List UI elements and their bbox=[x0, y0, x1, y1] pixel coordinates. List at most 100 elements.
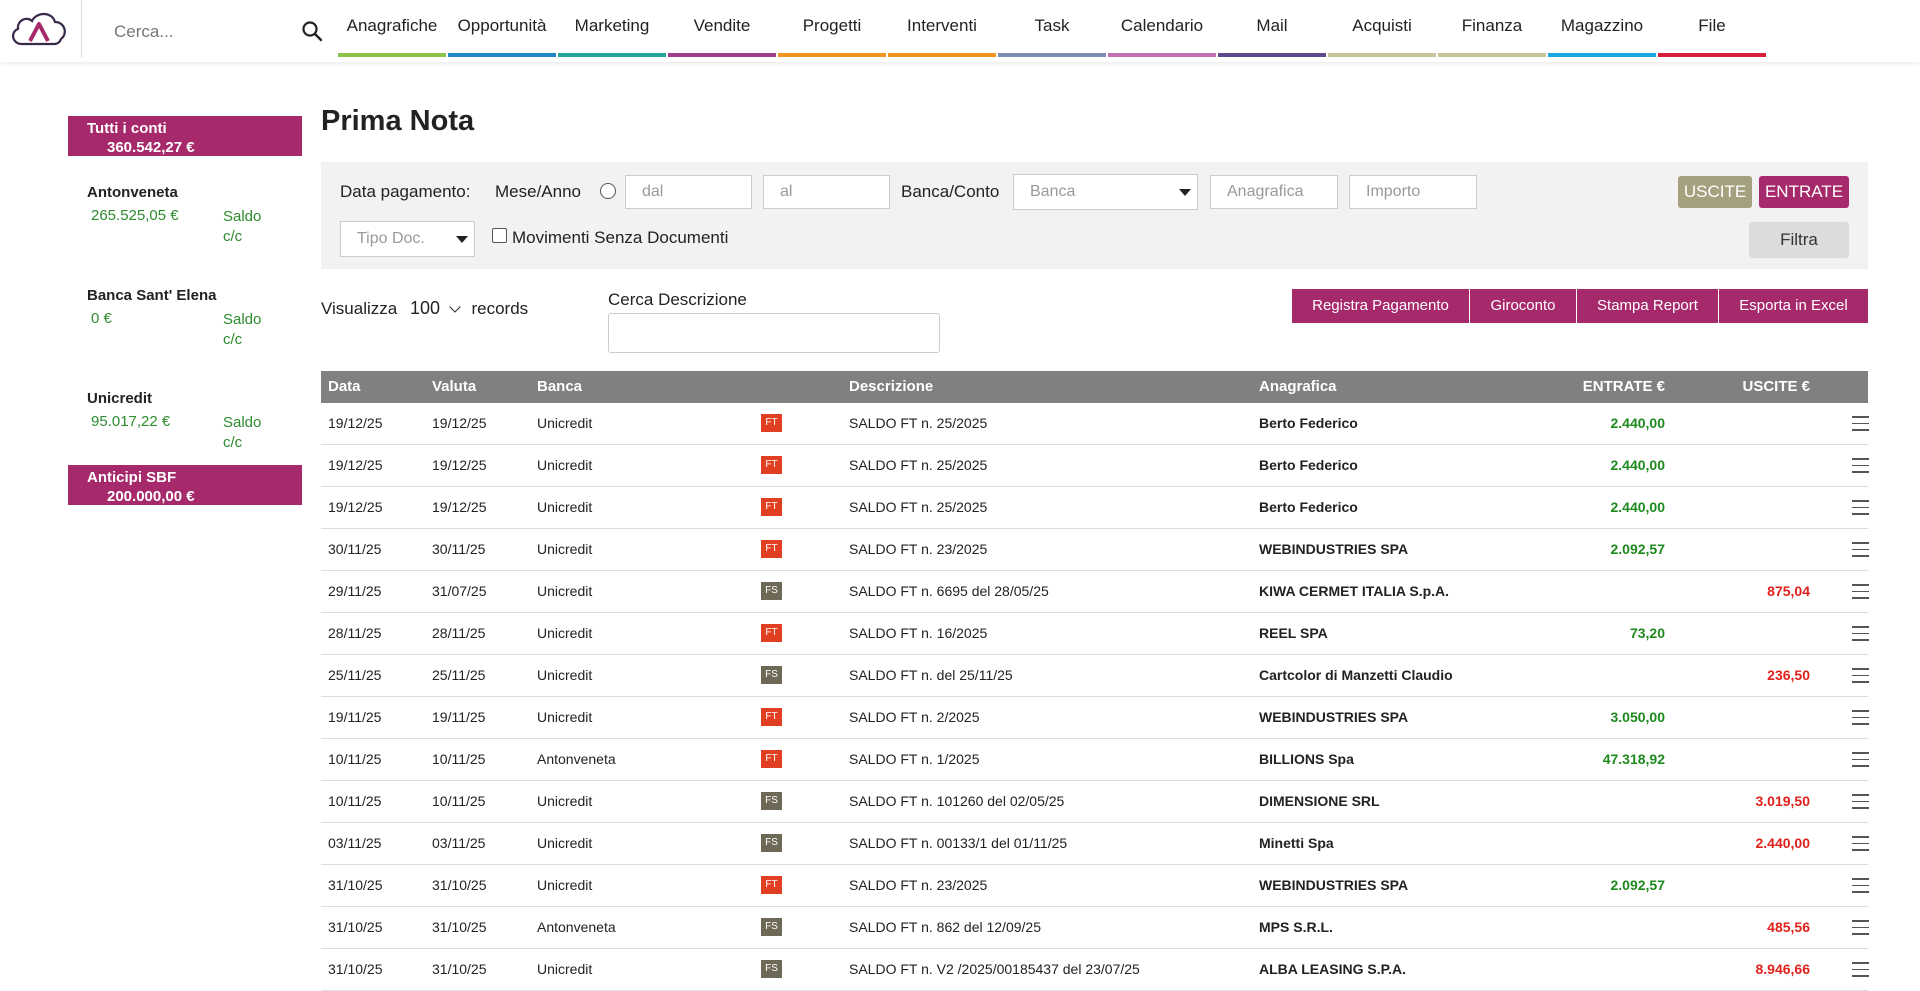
nav-item-file[interactable]: File bbox=[1657, 0, 1767, 58]
account-item[interactable]: Antonveneta 265.525,05 € Saldo c/c bbox=[68, 156, 302, 259]
nav-item-magazzino[interactable]: Magazzino bbox=[1547, 0, 1657, 58]
table-row[interactable]: 28/11/25 28/11/25 Unicredit FT SALDO FT n. 1… bbox=[321, 613, 1869, 655]
nav-item-mail[interactable]: Mail bbox=[1217, 0, 1327, 58]
records-per-page-select[interactable]: 100 bbox=[409, 298, 441, 318]
cell-anagrafica[interactable]: Minetti Spa bbox=[1259, 835, 1334, 851]
table-row[interactable]: 03/11/25 03/11/25 Unicredit FS SALDO FT n. 0… bbox=[321, 823, 1869, 865]
col-valuta[interactable]: Valuta bbox=[432, 378, 477, 395]
nav-item-vendite[interactable]: Vendite bbox=[667, 0, 777, 58]
row-menu-icon[interactable] bbox=[1852, 584, 1869, 599]
col-banca[interactable]: Banca bbox=[537, 378, 583, 395]
doc-type-badge[interactable]: FS bbox=[761, 792, 782, 810]
entrate-button[interactable]: ENTRATE bbox=[1759, 176, 1849, 208]
col-descrizione[interactable]: Descrizione bbox=[849, 378, 934, 395]
table-row[interactable]: 19/12/25 19/12/25 Unicredit FT SALDO FT n. 2… bbox=[321, 445, 1869, 487]
row-menu-icon[interactable] bbox=[1852, 752, 1869, 767]
doc-type-badge[interactable]: FT bbox=[761, 498, 782, 516]
registra-pagamento-button[interactable]: Registra Pagamento bbox=[1292, 289, 1469, 323]
nav-item-progetti[interactable]: Progetti bbox=[777, 0, 887, 58]
nav-item-interventi[interactable]: Interventi bbox=[887, 0, 997, 58]
col-anagrafica[interactable]: Anagrafica bbox=[1259, 378, 1337, 395]
cell-anagrafica[interactable]: Berto Federico bbox=[1259, 499, 1358, 515]
row-menu-icon[interactable] bbox=[1852, 878, 1869, 893]
col-uscite[interactable]: USCITE € bbox=[1742, 378, 1810, 395]
cell-anagrafica[interactable]: BILLIONS Spa bbox=[1259, 751, 1354, 767]
table-row[interactable]: 31/10/25 31/10/25 Unicredit FS SALDO FT n. V… bbox=[321, 949, 1869, 991]
row-menu-icon[interactable] bbox=[1852, 416, 1869, 431]
table-row[interactable]: 25/11/25 25/11/25 Unicredit FS SALDO FT n. d… bbox=[321, 655, 1869, 697]
banca-select[interactable]: Banca bbox=[1013, 174, 1198, 210]
cell-anagrafica[interactable]: MPS S.R.L. bbox=[1259, 919, 1333, 935]
table-row[interactable]: 31/10/25 31/10/25 Unicredit FT SALDO FT n. 2… bbox=[321, 865, 1869, 907]
row-menu-icon[interactable] bbox=[1852, 836, 1869, 851]
nav-item-task[interactable]: Task bbox=[997, 0, 1107, 58]
anticipi-sbf-item[interactable]: Anticipi SBF 200.000,00 € bbox=[68, 465, 302, 505]
col-data[interactable]: Data bbox=[328, 378, 361, 395]
anagrafica-input[interactable] bbox=[1210, 175, 1338, 209]
cell-anagrafica[interactable]: WEBINDUSTRIES SPA bbox=[1259, 709, 1409, 725]
col-entrate[interactable]: ENTRATE € bbox=[1582, 378, 1665, 395]
table-row[interactable]: 19/12/25 19/12/25 Unicredit FT SALDO FT n. 2… bbox=[321, 487, 1869, 529]
date-from-input[interactable] bbox=[625, 175, 752, 209]
nav-item-marketing[interactable]: Marketing bbox=[557, 0, 667, 58]
cell-anagrafica[interactable]: WEBINDUSTRIES SPA bbox=[1259, 877, 1409, 893]
esporta-excel-button[interactable]: Esporta in Excel bbox=[1719, 289, 1868, 323]
nav-item-finanza[interactable]: Finanza bbox=[1437, 0, 1547, 58]
cell-anagrafica[interactable]: Berto Federico bbox=[1259, 415, 1358, 431]
doc-type-badge[interactable]: FT bbox=[761, 624, 782, 642]
search-input[interactable] bbox=[112, 17, 296, 47]
account-item[interactable]: Unicredit 95.017,22 € Saldo c/c bbox=[68, 362, 302, 465]
account-item[interactable]: Banca Sant' Elena 0 € Saldo c/c bbox=[68, 259, 302, 362]
row-menu-icon[interactable] bbox=[1852, 542, 1869, 557]
table-row[interactable]: 30/11/25 30/11/25 Unicredit FT SALDO FT n. 2… bbox=[321, 529, 1869, 571]
cell-anagrafica[interactable]: Cartcolor di Manzetti Claudio bbox=[1259, 667, 1453, 683]
row-menu-icon[interactable] bbox=[1852, 500, 1869, 515]
row-menu-icon[interactable] bbox=[1852, 794, 1869, 809]
nav-item-acquisti[interactable]: Acquisti bbox=[1327, 0, 1437, 58]
cell-anagrafica[interactable]: Berto Federico bbox=[1259, 457, 1358, 473]
doc-type-badge[interactable]: FS bbox=[761, 834, 782, 852]
doc-type-badge[interactable]: FS bbox=[761, 918, 782, 936]
giroconto-button[interactable]: Giroconto bbox=[1470, 289, 1576, 323]
importo-input[interactable] bbox=[1349, 175, 1477, 209]
cloud-logo-icon[interactable] bbox=[8, 8, 70, 48]
chevron-down-icon[interactable] bbox=[449, 301, 461, 313]
doc-type-badge[interactable]: FT bbox=[761, 540, 782, 558]
doc-type-badge[interactable]: FT bbox=[761, 876, 782, 894]
doc-type-badge[interactable]: FT bbox=[761, 414, 782, 432]
row-menu-icon[interactable] bbox=[1852, 626, 1869, 641]
table-row[interactable]: 19/11/25 19/11/25 Unicredit FT SALDO FT n. 2… bbox=[321, 697, 1869, 739]
row-menu-icon[interactable] bbox=[1852, 962, 1869, 977]
doc-type-badge[interactable]: FT bbox=[761, 456, 782, 474]
uscite-button[interactable]: USCITE bbox=[1678, 176, 1752, 208]
doc-type-badge[interactable]: FT bbox=[761, 750, 782, 768]
table-row[interactable]: 10/11/25 10/11/25 Unicredit FS SALDO FT n. 1… bbox=[321, 781, 1869, 823]
doc-type-badge[interactable]: FS bbox=[761, 960, 782, 978]
tipo-doc-select[interactable]: Tipo Doc. bbox=[340, 221, 475, 257]
cell-anagrafica[interactable]: ALBA LEASING S.P.A. bbox=[1259, 961, 1407, 977]
search-icon[interactable] bbox=[300, 19, 324, 43]
table-row[interactable]: 29/11/25 31/07/25 Unicredit FS SALDO FT n. 6… bbox=[321, 571, 1869, 613]
nav-item-opportunit[interactable]: Opportunità bbox=[447, 0, 557, 58]
doc-type-badge[interactable]: FT bbox=[761, 708, 782, 726]
row-menu-icon[interactable] bbox=[1852, 710, 1869, 725]
movimenti-checkbox[interactable] bbox=[492, 228, 507, 243]
row-menu-icon[interactable] bbox=[1852, 668, 1869, 683]
mese-anno-radio[interactable] bbox=[600, 183, 616, 199]
cell-anagrafica[interactable]: DIMENSIONE SRL bbox=[1259, 793, 1380, 809]
cerca-descrizione-input[interactable] bbox=[608, 313, 940, 353]
cell-anagrafica[interactable]: KIWA CERMET ITALIA S.p.A. bbox=[1259, 583, 1450, 599]
row-menu-icon[interactable] bbox=[1852, 920, 1869, 935]
nav-item-anagrafiche[interactable]: Anagrafiche bbox=[337, 0, 447, 58]
table-row[interactable]: 10/11/25 10/11/25 Antonveneta FT SALDO FT n.… bbox=[321, 739, 1869, 781]
table-row[interactable]: 31/10/25 31/10/25 Antonveneta FS SALDO FT n.… bbox=[321, 907, 1869, 949]
date-to-input[interactable] bbox=[763, 175, 890, 209]
cell-anagrafica[interactable]: WEBINDUSTRIES SPA bbox=[1259, 541, 1409, 557]
doc-type-badge[interactable]: FS bbox=[761, 666, 782, 684]
table-row[interactable]: 19/12/25 19/12/25 Unicredit FT SALDO FT n. 2… bbox=[321, 403, 1869, 445]
all-accounts-item[interactable]: Tutti i conti 360.542,27 € bbox=[68, 116, 302, 156]
filtra-button[interactable]: Filtra bbox=[1749, 222, 1849, 258]
doc-type-badge[interactable]: FS bbox=[761, 582, 782, 600]
cell-anagrafica[interactable]: REEL SPA bbox=[1259, 625, 1328, 641]
row-menu-icon[interactable] bbox=[1852, 458, 1869, 473]
